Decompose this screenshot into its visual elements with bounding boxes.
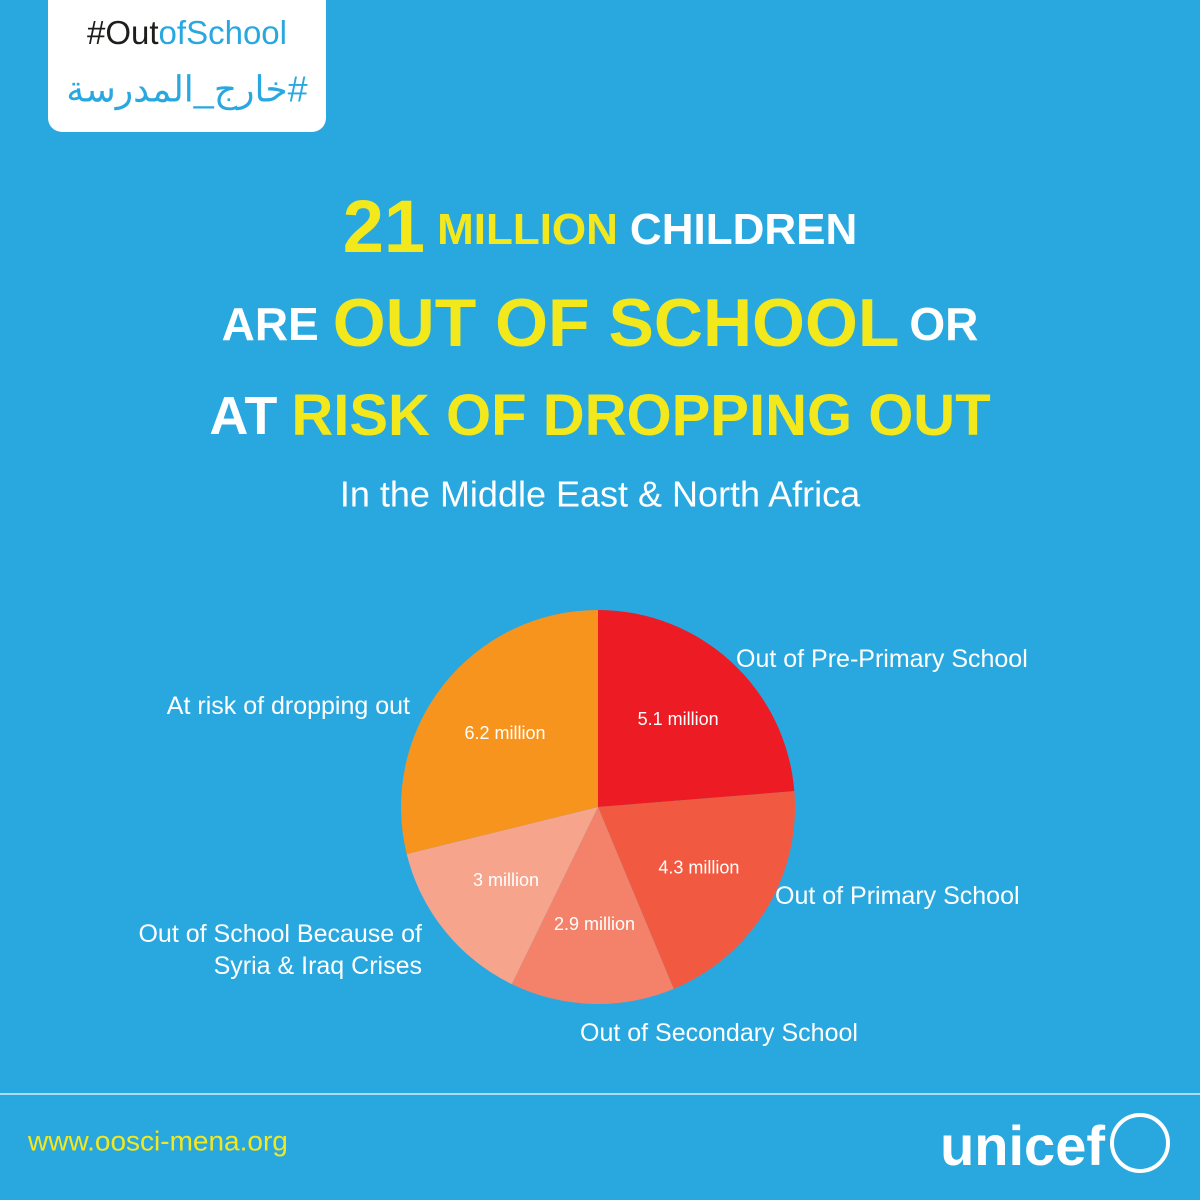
headline-part: RISK OF DROPPING OUT	[291, 383, 990, 448]
pie-slice	[598, 610, 795, 807]
pie-slice	[598, 791, 795, 989]
category-label: Out of Pre-Primary School	[736, 645, 1028, 673]
headline-part: ARE	[222, 298, 319, 350]
category-label: Out of Primary School	[775, 882, 1020, 910]
value-label: 4.3 million	[658, 857, 739, 877]
headline-part: 21	[343, 185, 425, 268]
pie-slice	[401, 610, 598, 855]
headline-part: CHILDREN	[630, 205, 857, 254]
headline-line: ARE OUT OF SCHOOL OR	[222, 285, 979, 361]
category-label-line: Out of School Because of	[138, 920, 422, 948]
pie-slice	[406, 807, 598, 985]
hashtag-part: #Out	[87, 14, 159, 51]
subtitle: In the Middle East & North Africa	[340, 474, 861, 515]
value-label: 5.1 million	[638, 709, 719, 729]
category-label-line: At risk of dropping out	[167, 692, 410, 720]
headline-part: MILLION	[437, 205, 618, 254]
value-label: 6.2 million	[464, 723, 545, 743]
logo: unicef	[940, 1114, 1105, 1177]
footer-url: www.oosci-mena.org	[27, 1125, 288, 1156]
headline-part: AT	[209, 386, 277, 446]
category-label-line: Out of Secondary School	[580, 1019, 858, 1047]
hashtag-arabic: #خارج_المدرسة	[66, 69, 307, 111]
hashtag-part: of	[159, 14, 187, 51]
headline-part: OUT OF SCHOOL	[333, 285, 900, 361]
hashtag-part: School	[186, 14, 287, 51]
category-label: Out of Secondary School	[580, 1019, 858, 1047]
category-label: Out of School Because of Syria & Iraq Cri…	[138, 920, 422, 980]
headline-part: OR	[909, 298, 978, 350]
value-label: 3 million	[473, 870, 539, 890]
pie-slice	[511, 807, 674, 1004]
category-label-line: Syria & Iraq Crises	[214, 952, 422, 980]
headline-line: 21 MILLION CHILDREN	[343, 185, 858, 268]
category-label-line: Out of Pre-Primary School	[736, 645, 1028, 673]
pie-chart: 5.1 million Out of Pre-Primary School 4.3 …	[138, 610, 1028, 1047]
headline-line: AT RISK OF DROPPING OUT	[209, 383, 990, 448]
logo-emblem	[1110, 1113, 1170, 1173]
hashtag-box	[48, 0, 326, 132]
hashtag: #OutofSchool	[87, 14, 287, 51]
category-label-line: Out of Primary School	[775, 882, 1020, 910]
value-label: 2.9 million	[554, 914, 635, 934]
category-label: At risk of dropping out	[167, 692, 410, 720]
